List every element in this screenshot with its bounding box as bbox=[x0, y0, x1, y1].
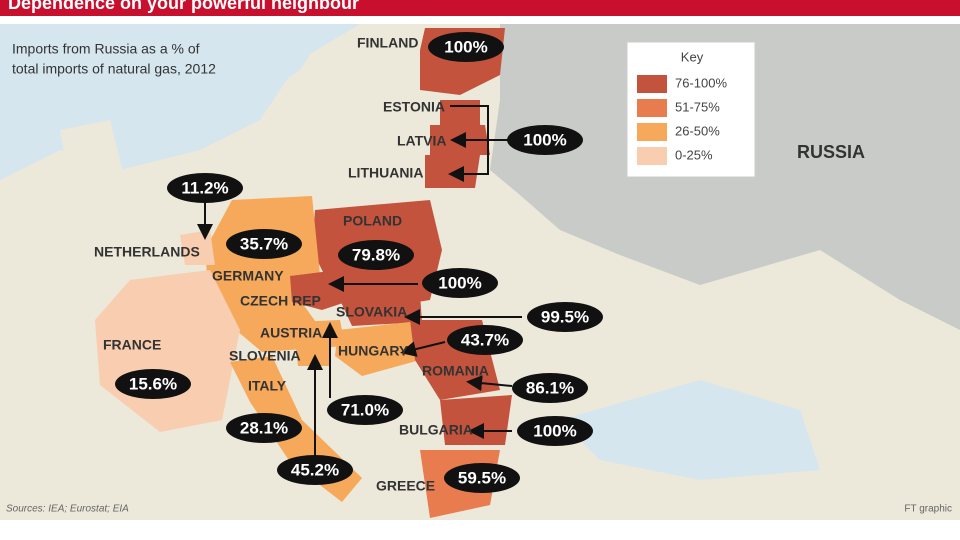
callout-value: 35.7% bbox=[240, 234, 288, 253]
callout-value: 71.0% bbox=[341, 400, 389, 419]
key: Key 76-100% 51-75% 26-50% 0-25% bbox=[626, 41, 756, 178]
country-labels: FINLAND ESTONIA LATVIA LITHUANIA RUSSIA … bbox=[94, 35, 865, 494]
country-label: ESTONIA bbox=[383, 99, 445, 115]
callout-value: 79.8% bbox=[352, 245, 400, 264]
callout-value: 43.7% bbox=[461, 330, 509, 349]
key-label: 51-75% bbox=[675, 99, 720, 114]
callout-bubble bbox=[226, 229, 302, 259]
callout-value: 86.1% bbox=[526, 378, 574, 397]
key-swatch bbox=[637, 147, 667, 165]
country-label: LITHUANIA bbox=[348, 165, 423, 181]
callout-bubble bbox=[527, 302, 603, 332]
arrows bbox=[197, 105, 522, 458]
callout-value: 15.6% bbox=[129, 374, 177, 393]
subtitle: Imports from Russia as a % of bbox=[12, 41, 200, 57]
header-title: Dependence on your powerful neighbour bbox=[8, 0, 359, 13]
callout-bubble bbox=[444, 463, 520, 493]
callout-value: 28.1% bbox=[240, 418, 288, 437]
callout-bubble bbox=[115, 369, 191, 399]
callout-value: 45.2% bbox=[291, 460, 339, 479]
key-label: 26-50% bbox=[675, 123, 720, 138]
callouts: 100% 100% 11.2% 35.7% 79.8% 100% 99.5% 43.7% 86.… bbox=[115, 32, 603, 493]
callout-bubble bbox=[422, 268, 498, 298]
key-swatch bbox=[637, 123, 667, 141]
callout-value: 59.5% bbox=[458, 468, 506, 487]
country-label: ROMANIA bbox=[422, 363, 489, 379]
callout-bubble bbox=[512, 373, 588, 403]
callout-bubble bbox=[327, 395, 403, 425]
key-swatch bbox=[637, 99, 667, 117]
country-label: SLOVAKIA bbox=[336, 304, 407, 320]
callout-bubble bbox=[428, 32, 504, 62]
key-swatch bbox=[637, 75, 667, 93]
callout-value: 100% bbox=[444, 37, 487, 56]
country-label: GERMANY bbox=[212, 268, 284, 284]
callout-value: 100% bbox=[533, 421, 576, 440]
callout-bubble bbox=[447, 325, 523, 355]
country-label: FRANCE bbox=[103, 337, 161, 353]
key-label: 0-25% bbox=[675, 147, 713, 162]
callout-bubble bbox=[226, 413, 302, 443]
country-label: ITALY bbox=[248, 378, 287, 394]
country-label: LATVIA bbox=[397, 133, 447, 149]
callout-bubble bbox=[517, 416, 593, 446]
callout-bubble bbox=[277, 455, 353, 485]
country-label: GREECE bbox=[376, 478, 435, 494]
callout-value: 100% bbox=[523, 130, 566, 149]
country-label: AUSTRIA bbox=[260, 325, 322, 341]
subtitle: total imports of natural gas, 2012 bbox=[12, 61, 216, 77]
callout-value: 11.2% bbox=[181, 178, 228, 197]
callout-bubble bbox=[338, 240, 414, 270]
key-title: Key bbox=[681, 49, 704, 64]
country-label: SLOVENIA bbox=[229, 348, 301, 364]
callout-bubble bbox=[507, 125, 583, 155]
country-label: NETHERLANDS bbox=[94, 244, 200, 260]
country-label: RUSSIA bbox=[797, 142, 865, 162]
country-label: CZECH REP bbox=[240, 293, 321, 309]
country-label: BULGARIA bbox=[399, 422, 473, 438]
callout-value: 99.5% bbox=[541, 307, 589, 326]
key-label: 76-100% bbox=[675, 75, 727, 90]
country-label: HUNGARY bbox=[338, 343, 409, 359]
header-bar bbox=[0, 0, 960, 16]
country-label: FINLAND bbox=[357, 35, 418, 51]
country-label: POLAND bbox=[343, 213, 402, 229]
sources: Sources: IEA; Eurostat; EIA bbox=[6, 504, 129, 515]
callout-bubble bbox=[167, 173, 243, 203]
callout-value: 100% bbox=[438, 273, 481, 292]
credit: FT graphic bbox=[904, 504, 952, 515]
